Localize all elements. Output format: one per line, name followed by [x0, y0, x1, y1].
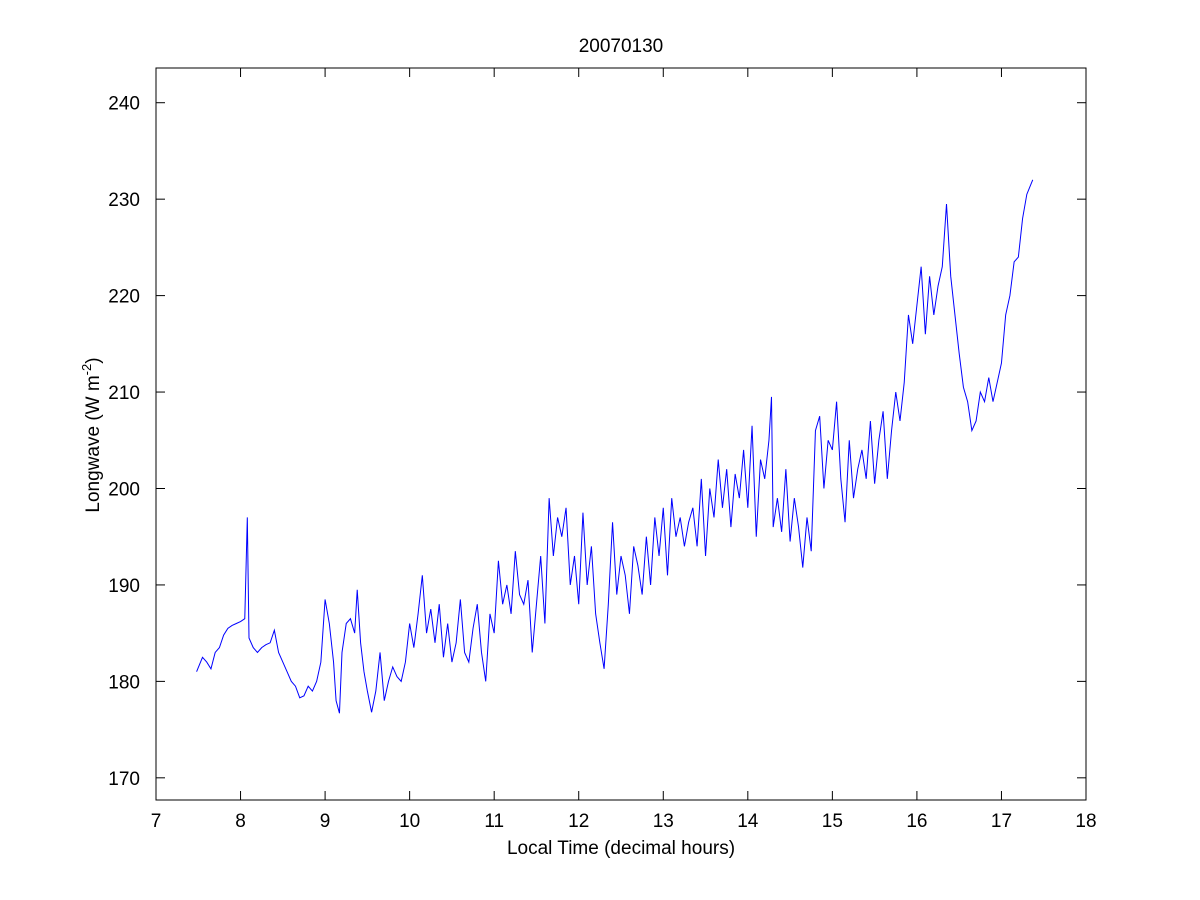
y-axis-label: Longwave (W m-2) — [79, 357, 104, 512]
x-tick-label: 9 — [320, 811, 331, 832]
x-tick-label: 11 — [484, 811, 504, 832]
x-axis-label: Local Time (decimal hours) — [507, 838, 735, 859]
x-tick-label: 18 — [1075, 811, 1096, 832]
y-axis-label-superscript: -2 — [79, 364, 94, 376]
x-tick-label: 17 — [991, 811, 1012, 832]
x-tick-label: 16 — [906, 811, 927, 832]
y-tick-label: 220 — [108, 287, 140, 308]
x-tick-label: 10 — [399, 811, 420, 832]
y-tick-label: 240 — [108, 94, 140, 115]
y-tick-label: 180 — [108, 672, 140, 693]
plot-frame — [155, 67, 1087, 801]
x-tick-label: 13 — [653, 811, 674, 832]
y-tick-label: 230 — [108, 190, 140, 211]
y-axis-label-text: Longwave (W m — [83, 375, 104, 512]
y-tick-label: 190 — [108, 576, 140, 597]
x-tick-label: 15 — [822, 811, 843, 832]
y-tick-label: 200 — [108, 479, 140, 500]
data-line — [196, 179, 1034, 714]
x-tick-label: 14 — [737, 811, 759, 832]
x-tick-label: 7 — [151, 811, 162, 832]
y-tick-label: 210 — [108, 383, 140, 404]
x-tick-label: 12 — [568, 811, 589, 832]
y-axis-label-suffix: ) — [83, 357, 104, 363]
y-tick-label: 170 — [108, 769, 140, 790]
chart-title: 20070130 — [579, 36, 664, 57]
x-tick-label: 8 — [235, 811, 246, 832]
